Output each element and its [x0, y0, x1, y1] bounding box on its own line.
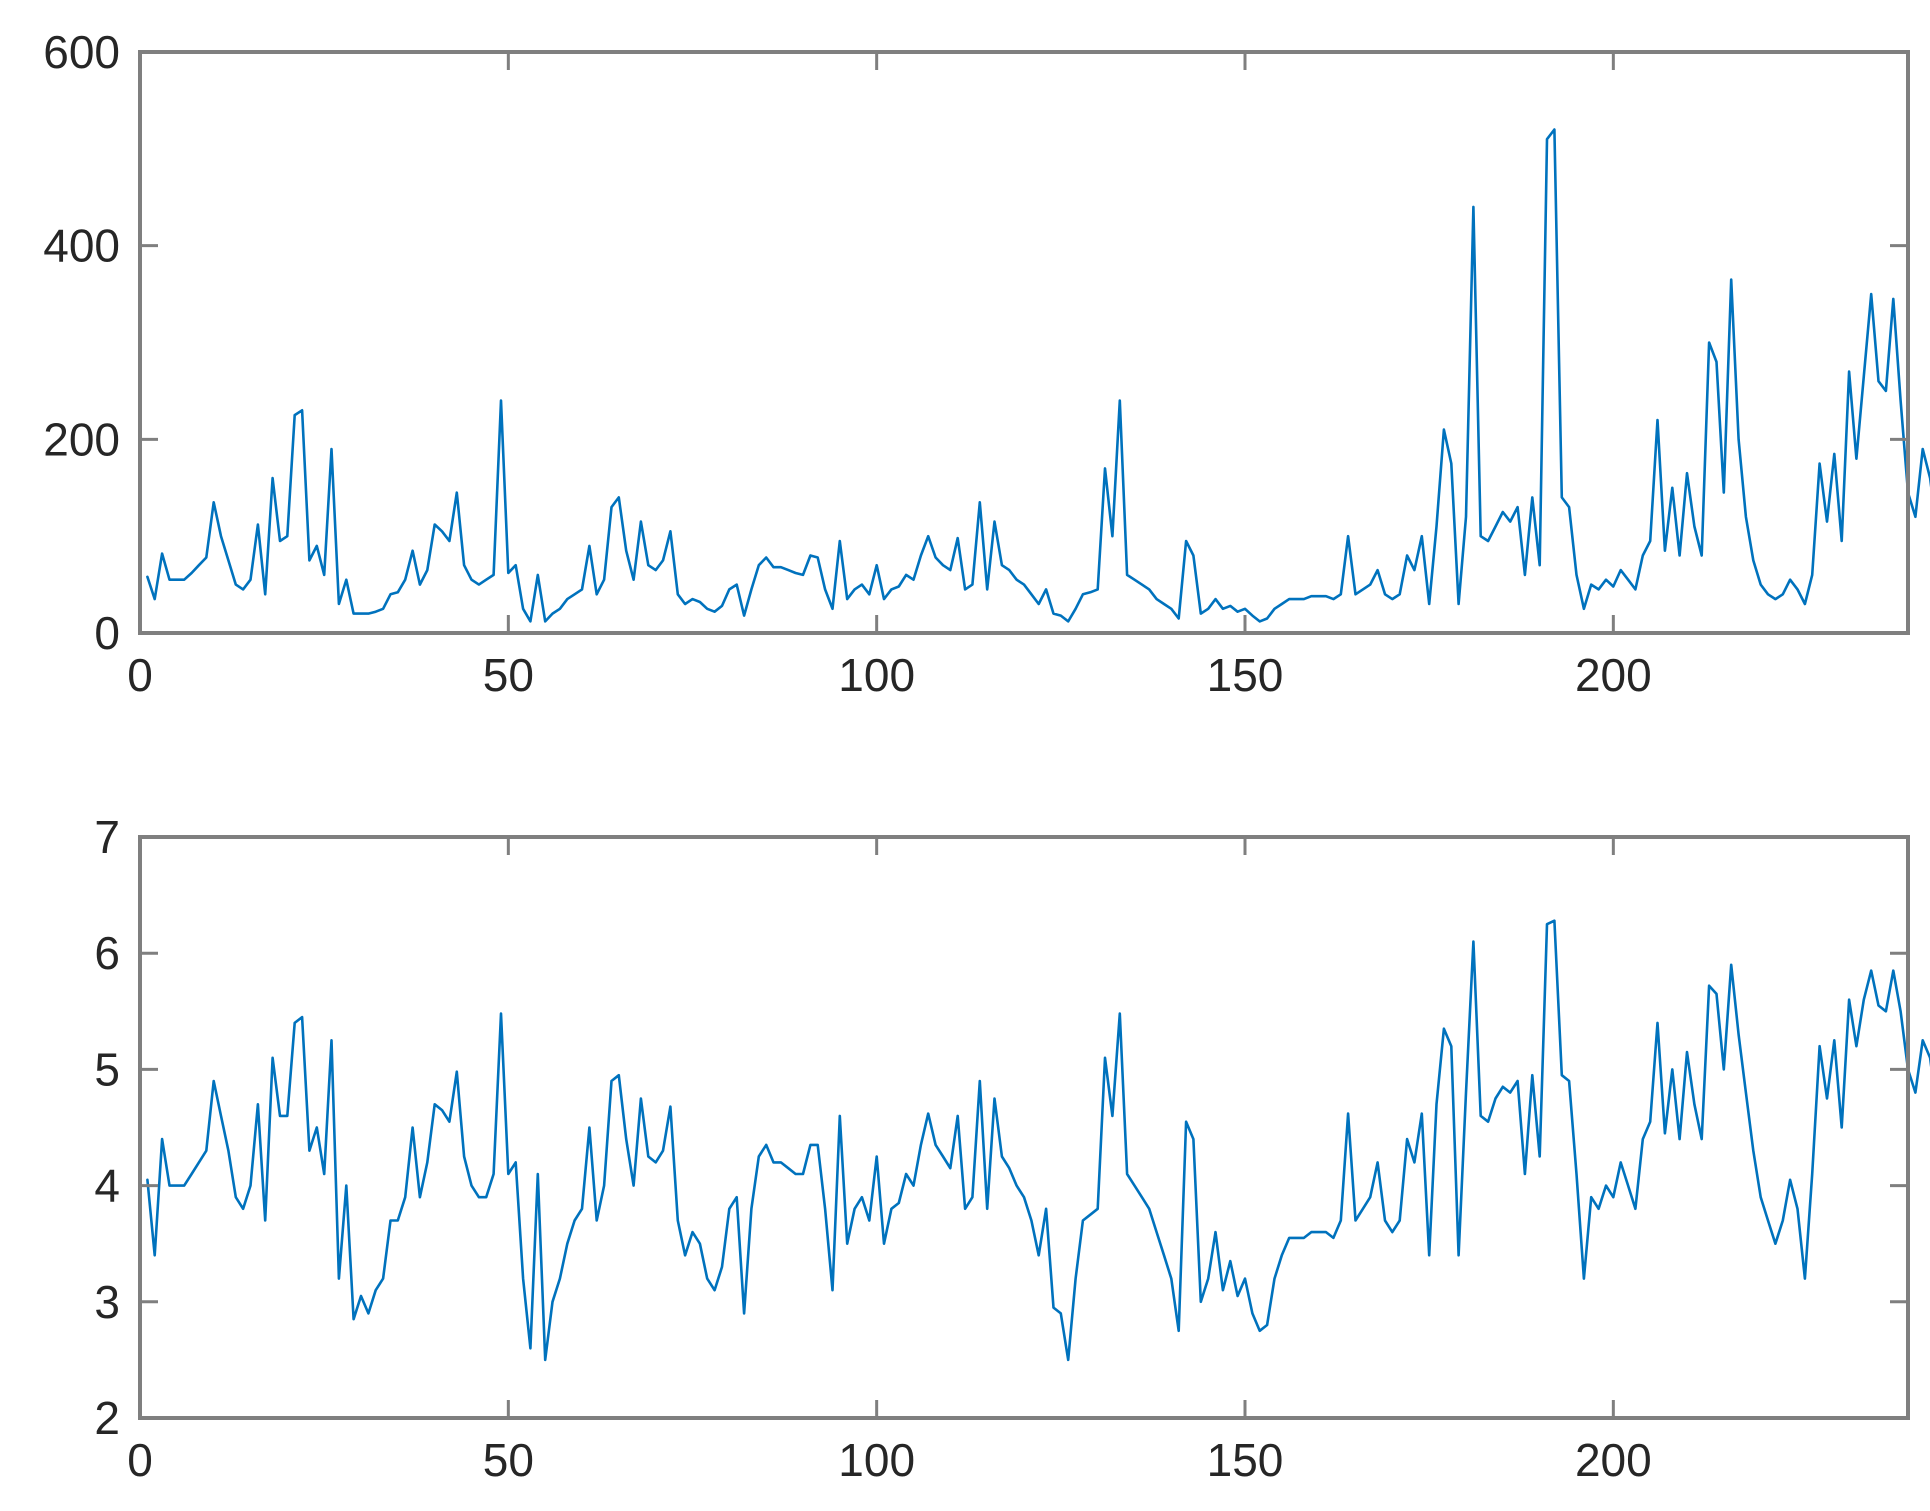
- x-tick-label: 50: [483, 1434, 534, 1486]
- y-tick-label: 3: [94, 1276, 120, 1328]
- x-tick-label: 100: [838, 1434, 915, 1486]
- x-tick-label: 200: [1575, 649, 1652, 701]
- top-line-chart-panel: 0 50 100 150 200 0 200 400 600: [43, 26, 1930, 701]
- y-tick-label: 5: [94, 1043, 120, 1095]
- y-tick-label: 2: [94, 1392, 120, 1444]
- x-tick-label: 0: [127, 1434, 153, 1486]
- y-tick-label: 400: [43, 220, 120, 272]
- y-tick-label: 4: [94, 1160, 120, 1212]
- x-tick-label: 0: [127, 649, 153, 701]
- y-tick-label: 6: [94, 927, 120, 979]
- y-tick-label: 200: [43, 413, 120, 465]
- series-line-0-0: [146, 128, 1930, 623]
- x-tick-label: 150: [1207, 649, 1284, 701]
- x-tick-label: 100: [838, 649, 915, 701]
- x-tick-label: 200: [1575, 1434, 1652, 1486]
- y-tick-label: 600: [43, 26, 120, 78]
- bottom-line-chart-panel: 0 50 100 150 200 2 3 4 5 6 7: [94, 811, 1930, 1486]
- axes-box: [138, 50, 1910, 635]
- x-tick-label: 150: [1207, 1434, 1284, 1486]
- x-tick-label: 50: [483, 649, 534, 701]
- y-tick-label: 7: [94, 811, 120, 863]
- axes-box: [138, 835, 1910, 1420]
- y-tick-label: 0: [94, 607, 120, 659]
- series-line-1-0: [146, 919, 1930, 1362]
